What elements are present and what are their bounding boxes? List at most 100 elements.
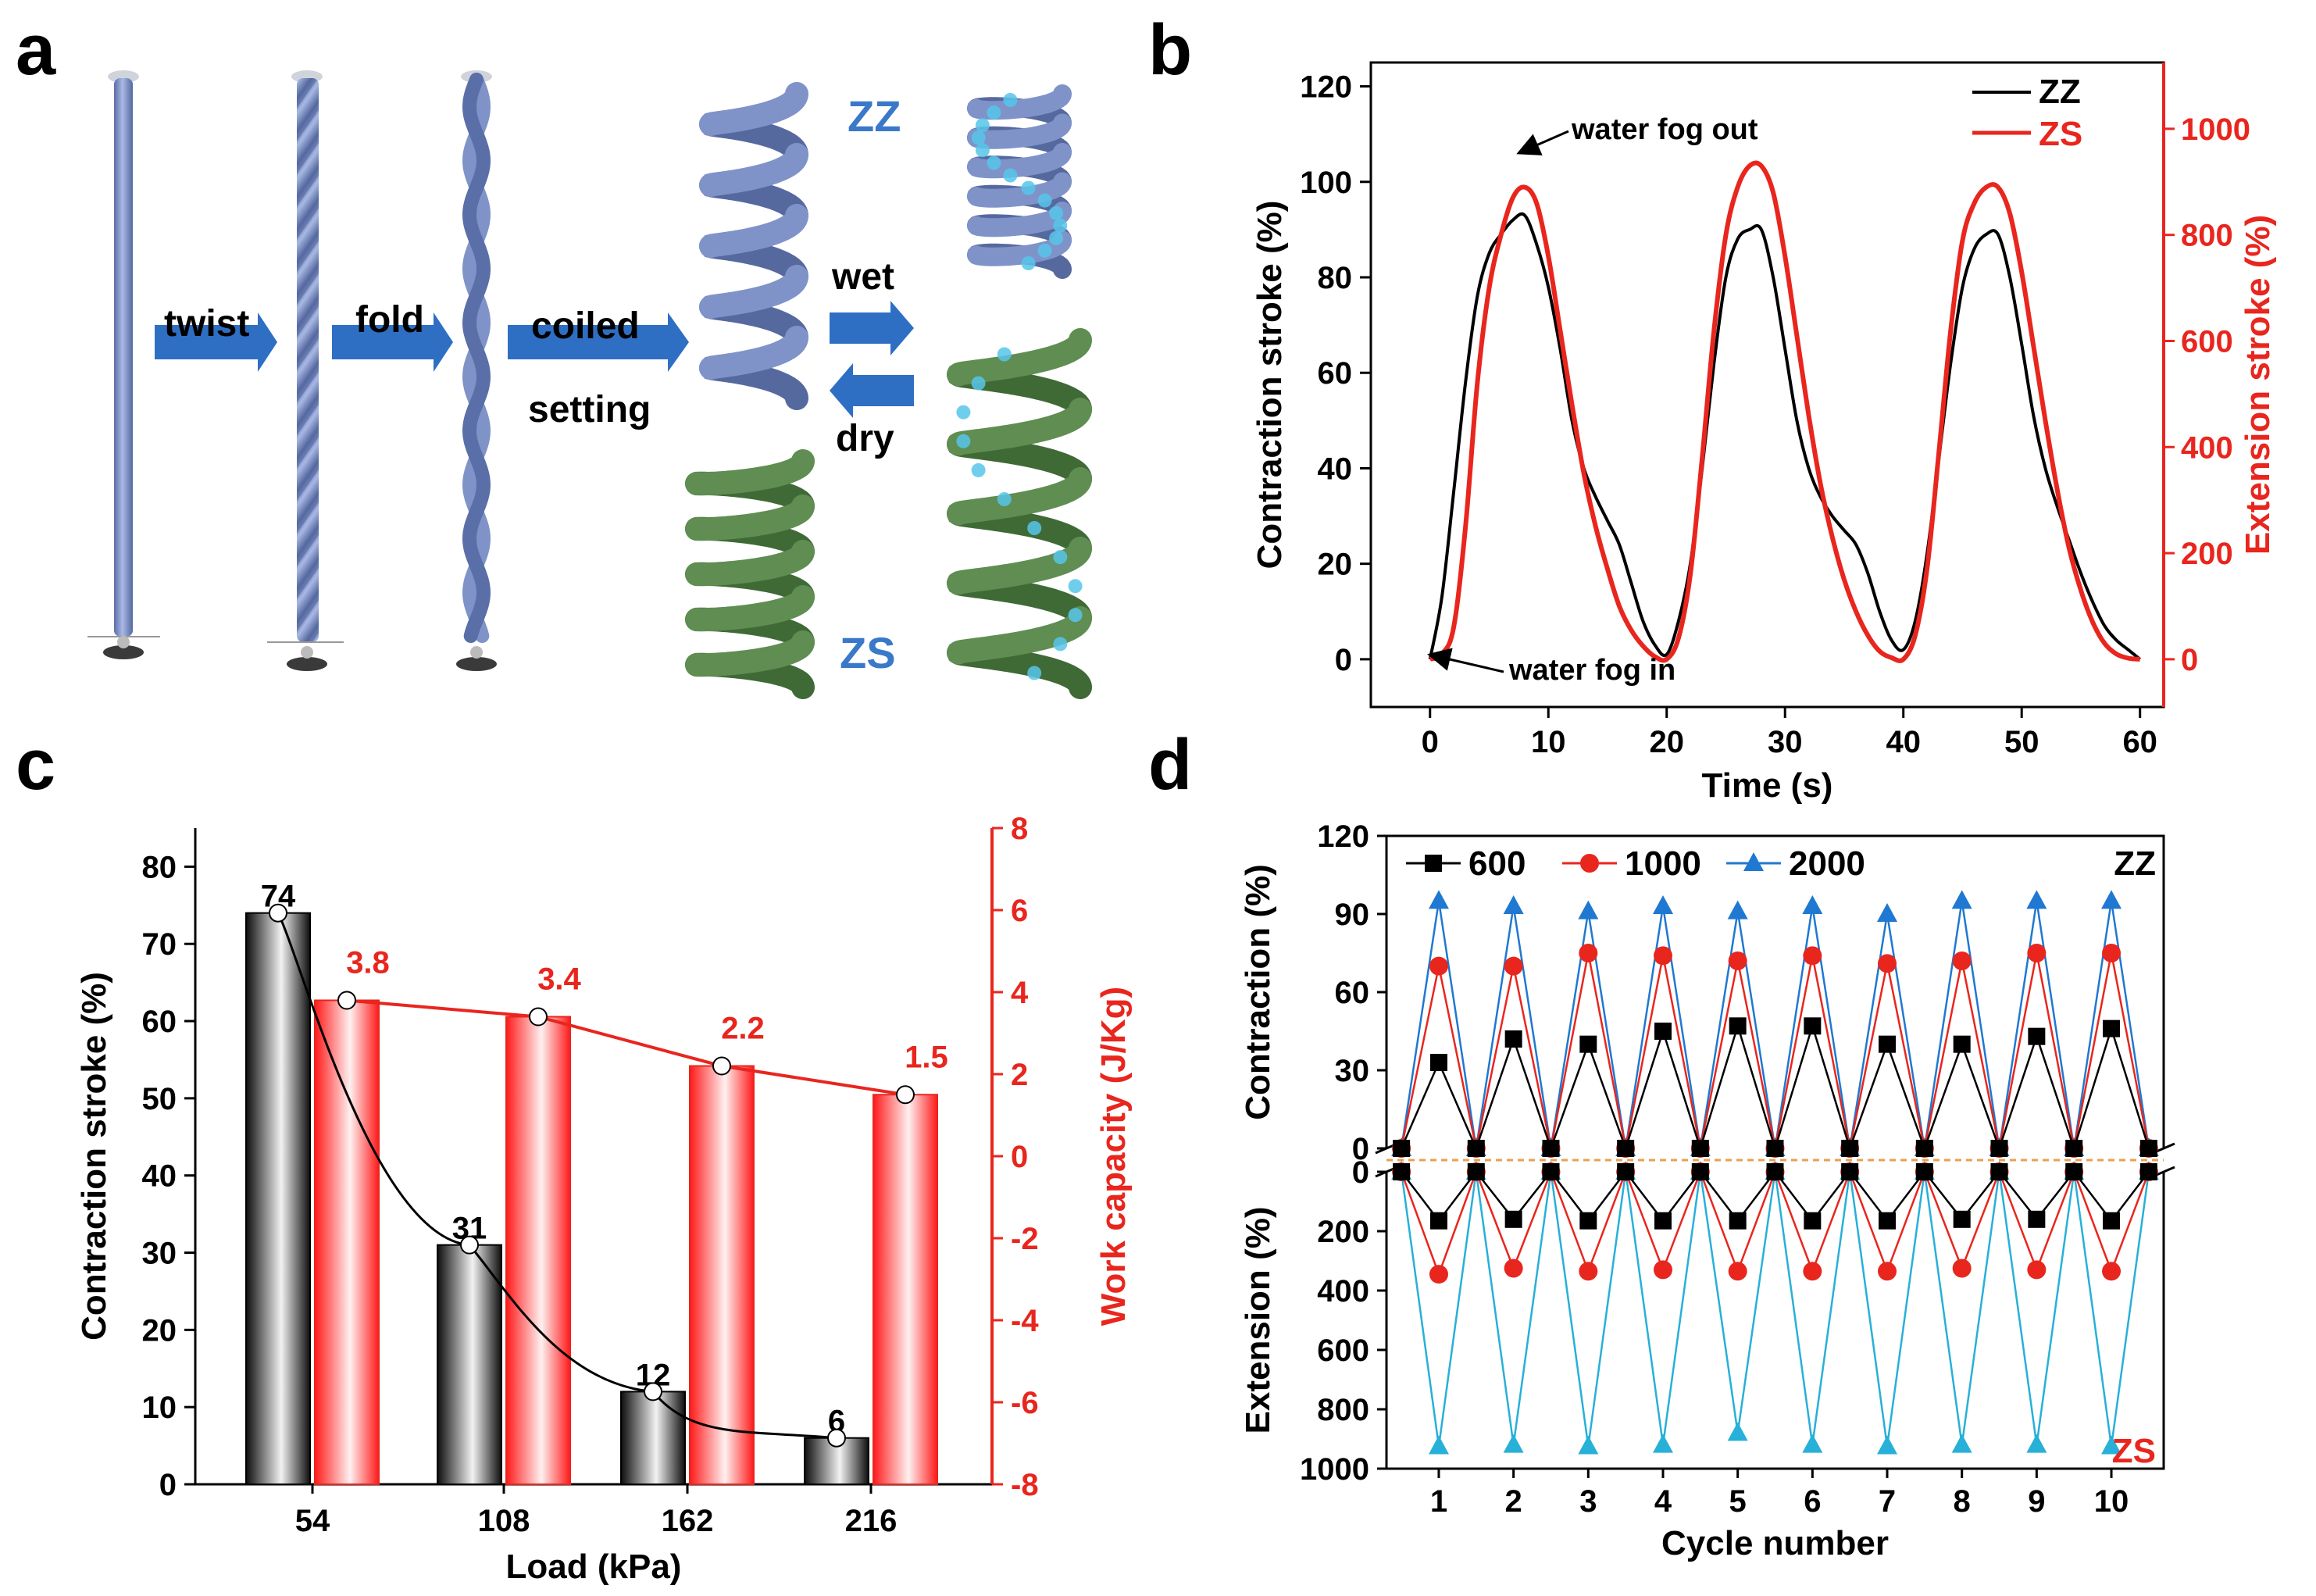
marker-top-600	[1393, 1140, 1411, 1157]
legend-label-1000: 1000	[1625, 844, 1701, 883]
coil-arrow-icon	[508, 312, 689, 372]
series-line-zz	[1428, 212, 2141, 661]
x-tick-label-c: 54	[295, 1504, 330, 1538]
y-tick-label-b: 120	[1300, 70, 1352, 105]
marker-work	[337, 991, 356, 1010]
marker-top-2000	[1727, 900, 1748, 919]
y-tick-label-b: 20	[1318, 548, 1353, 582]
x-tick-label-d: 5	[1729, 1484, 1747, 1519]
marker-top-600	[2103, 1019, 2121, 1037]
x-tick-label-d: 4	[1654, 1484, 1672, 1519]
y2-axis-label-b: Extension stroke (%)	[2239, 215, 2277, 555]
marker-top-600	[1841, 1140, 1859, 1157]
step-setting: setting	[528, 389, 651, 430]
water-droplet	[987, 155, 1001, 170]
x-tick-label-d: 8	[1954, 1484, 1971, 1519]
y2-tick-label-c: -2	[1011, 1222, 1039, 1256]
bar-work	[873, 1094, 938, 1485]
y-tick-label-d-bottom: 0	[1352, 1155, 1369, 1190]
water-droplet	[1068, 579, 1083, 594]
y-tick-label-d-top: 0	[1352, 1132, 1369, 1166]
marker-bottom-2000	[1503, 1434, 1524, 1453]
water-droplet	[1003, 93, 1018, 107]
tag-zs: ZS	[2112, 1432, 2156, 1470]
marker-top-1000	[1878, 954, 1897, 973]
y-tick-label-c: 60	[142, 1005, 177, 1039]
marker-top-1000	[1429, 956, 1448, 976]
marker-top-2000	[1652, 895, 1673, 914]
y-tick-label-c: 30	[142, 1237, 177, 1271]
y-tick-label-d-top: 30	[1335, 1054, 1370, 1088]
marker-top-600	[1766, 1140, 1784, 1157]
x-tick-label-c: 216	[845, 1504, 897, 1538]
water-droplet	[1049, 230, 1064, 245]
marker-bottom-2000	[1727, 1422, 1748, 1441]
marker-bottom-2000	[2101, 1435, 2122, 1455]
legend-marker-1000	[1580, 854, 1599, 873]
coil-back	[699, 112, 808, 410]
bar-label-work: 1.5	[905, 1040, 948, 1074]
marker-top-1000	[1653, 946, 1672, 966]
marker-top-600	[1804, 1017, 1822, 1035]
water-droplet	[1021, 256, 1036, 270]
x-tick-label-b: 30	[1768, 725, 1803, 759]
x-tick-label-b: 50	[2004, 725, 2039, 759]
water-droplet	[975, 143, 990, 158]
y-tick-label-d-bottom: 200	[1317, 1215, 1369, 1249]
bar-work	[689, 1065, 755, 1485]
plot-frame-b	[1369, 61, 2165, 709]
x-tick-label-c: 162	[662, 1504, 714, 1538]
x-tick-label-c: 108	[478, 1504, 530, 1538]
x-tick-label-d: 9	[2028, 1484, 2045, 1519]
marker-top-2000	[1428, 890, 1449, 909]
marker-bottom-2000	[1802, 1434, 1823, 1453]
marker-bottom-1000	[1728, 1262, 1747, 1281]
y-tick-label-c: 80	[142, 850, 177, 884]
marker-top-1000	[2102, 944, 2122, 962]
marker-bottom-1000	[1878, 1262, 1897, 1281]
marker-bottom-600	[1990, 1163, 2008, 1180]
y2-tick-label-b: 0	[2181, 643, 2198, 677]
x-tick-label-d: 6	[1804, 1484, 1821, 1519]
marker-top-600	[1504, 1030, 1522, 1048]
marker-top-600	[2139, 1140, 2157, 1157]
y-tick-label-c: 10	[142, 1391, 177, 1425]
y-tick-label-d-bottom: 600	[1317, 1334, 1369, 1368]
x-tick-label-d: 2	[1505, 1484, 1522, 1519]
water-droplet	[1003, 168, 1018, 183]
y2-tick-label-c: 6	[1011, 894, 1028, 928]
y-tick-label-c: 40	[142, 1159, 177, 1194]
zs-coil-icon	[697, 461, 803, 687]
y2-tick-label-c: -8	[1011, 1468, 1039, 1502]
y-axis-label-b: Contraction stroke (%)	[1251, 201, 1289, 569]
marker-bottom-600	[1504, 1210, 1522, 1228]
x-axis-label-d: Cycle number	[1661, 1524, 1889, 1562]
marker-bottom-600	[1879, 1212, 1897, 1230]
panel-label-d: d	[1148, 725, 1192, 805]
water-droplet	[987, 105, 1001, 120]
marker-work	[712, 1056, 731, 1076]
x-axis-label-c: Load (kPa)	[506, 1548, 682, 1586]
coil-back	[685, 471, 815, 699]
legend-label-zz: ZZ	[2039, 73, 2081, 111]
wet-arrow-icon	[830, 301, 914, 355]
twist-arrow-icon	[155, 312, 277, 372]
dry-label: dry	[836, 418, 894, 459]
marker-bottom-600	[1729, 1212, 1747, 1230]
marker-top-600	[1429, 1054, 1447, 1071]
marker-top-600	[1915, 1140, 1933, 1157]
y2-tick-label-b: 400	[2181, 430, 2233, 465]
step-coiled: coiled	[531, 305, 640, 347]
straight-fiber-icon	[87, 70, 160, 659]
water-droplet	[1068, 608, 1083, 623]
marker-bottom-1000	[2027, 1260, 2047, 1280]
marker-bottom-600	[2103, 1212, 2121, 1230]
annotation-arrow-out	[1516, 130, 1569, 155]
water-droplet	[1053, 637, 1068, 652]
zz-label: ZZ	[848, 91, 901, 141]
legend-marker-600	[1425, 855, 1442, 872]
bar-work	[505, 1016, 571, 1485]
marker-bottom-1000	[1803, 1262, 1822, 1281]
